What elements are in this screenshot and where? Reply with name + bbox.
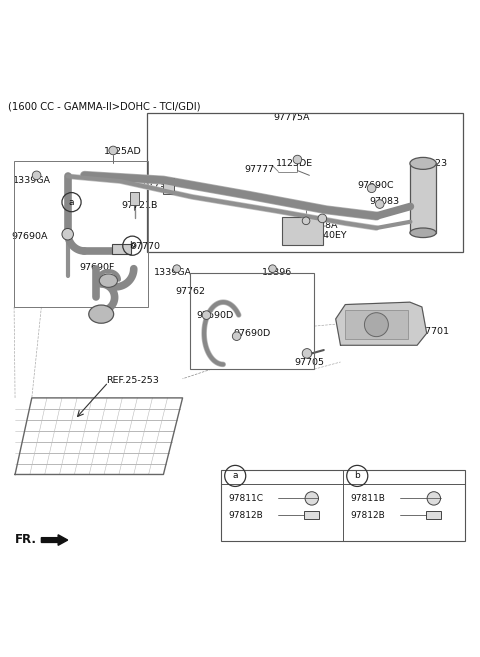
Polygon shape <box>336 302 427 345</box>
Circle shape <box>32 171 41 179</box>
Circle shape <box>269 265 276 273</box>
Text: 1339GA: 1339GA <box>154 269 192 277</box>
Text: 97690C: 97690C <box>357 181 394 191</box>
Text: FR.: FR. <box>15 533 37 545</box>
Circle shape <box>364 313 388 336</box>
Text: 97705: 97705 <box>294 357 324 367</box>
Circle shape <box>375 200 384 208</box>
Text: 97788A: 97788A <box>301 221 338 230</box>
Ellipse shape <box>410 228 436 238</box>
Bar <box>282 217 323 245</box>
Text: b: b <box>130 241 135 250</box>
Circle shape <box>427 491 441 505</box>
Bar <box>410 164 436 233</box>
Circle shape <box>293 155 302 164</box>
Ellipse shape <box>89 305 114 323</box>
Text: 1140EY: 1140EY <box>312 231 348 240</box>
Circle shape <box>302 217 310 225</box>
Bar <box>221 470 465 541</box>
Text: 97083: 97083 <box>369 197 399 206</box>
Text: 97812B: 97812B <box>350 510 385 520</box>
Bar <box>112 244 131 254</box>
Text: 97690A: 97690A <box>11 232 48 240</box>
Text: 13396: 13396 <box>262 269 292 277</box>
Bar <box>345 310 408 339</box>
Text: 97811C: 97811C <box>228 494 263 503</box>
Text: REF.25-253: REF.25-253 <box>106 376 159 385</box>
Text: b: b <box>354 472 360 480</box>
Bar <box>130 192 140 205</box>
Text: 97775A: 97775A <box>274 114 310 122</box>
Text: 1125DE: 1125DE <box>276 159 313 168</box>
Text: 1339GA: 1339GA <box>12 175 51 185</box>
Circle shape <box>305 491 319 505</box>
Text: 97690D: 97690D <box>234 328 271 338</box>
Bar <box>304 511 320 520</box>
Text: 97794H: 97794H <box>142 181 179 189</box>
Text: 97690F: 97690F <box>80 263 115 272</box>
Text: a: a <box>69 198 74 207</box>
Ellipse shape <box>99 274 118 287</box>
Circle shape <box>109 146 118 155</box>
Bar <box>147 113 463 252</box>
FancyArrow shape <box>41 535 68 545</box>
Text: 97811B: 97811B <box>350 494 385 503</box>
Text: 97777: 97777 <box>245 165 275 174</box>
Circle shape <box>202 311 211 319</box>
Circle shape <box>62 229 73 240</box>
Circle shape <box>232 332 241 340</box>
Circle shape <box>367 184 376 193</box>
Circle shape <box>302 349 312 358</box>
Text: 97623: 97623 <box>417 159 447 168</box>
Ellipse shape <box>410 158 436 170</box>
Text: 1125AD: 1125AD <box>104 147 141 156</box>
Text: 97690D: 97690D <box>196 311 233 319</box>
Text: 97762: 97762 <box>176 286 206 296</box>
Text: 97701: 97701 <box>420 327 449 336</box>
Bar <box>14 161 148 307</box>
Circle shape <box>173 265 180 273</box>
Bar <box>426 511 442 520</box>
Bar <box>190 273 314 369</box>
Text: a: a <box>232 472 238 480</box>
Circle shape <box>318 214 326 223</box>
Text: 97812B: 97812B <box>228 510 263 520</box>
Bar <box>163 178 174 194</box>
Text: 97721B: 97721B <box>121 201 157 210</box>
Text: 97770: 97770 <box>130 242 160 251</box>
Text: (1600 CC - GAMMA-II>DOHC - TCI/GDI): (1600 CC - GAMMA-II>DOHC - TCI/GDI) <box>8 101 200 111</box>
